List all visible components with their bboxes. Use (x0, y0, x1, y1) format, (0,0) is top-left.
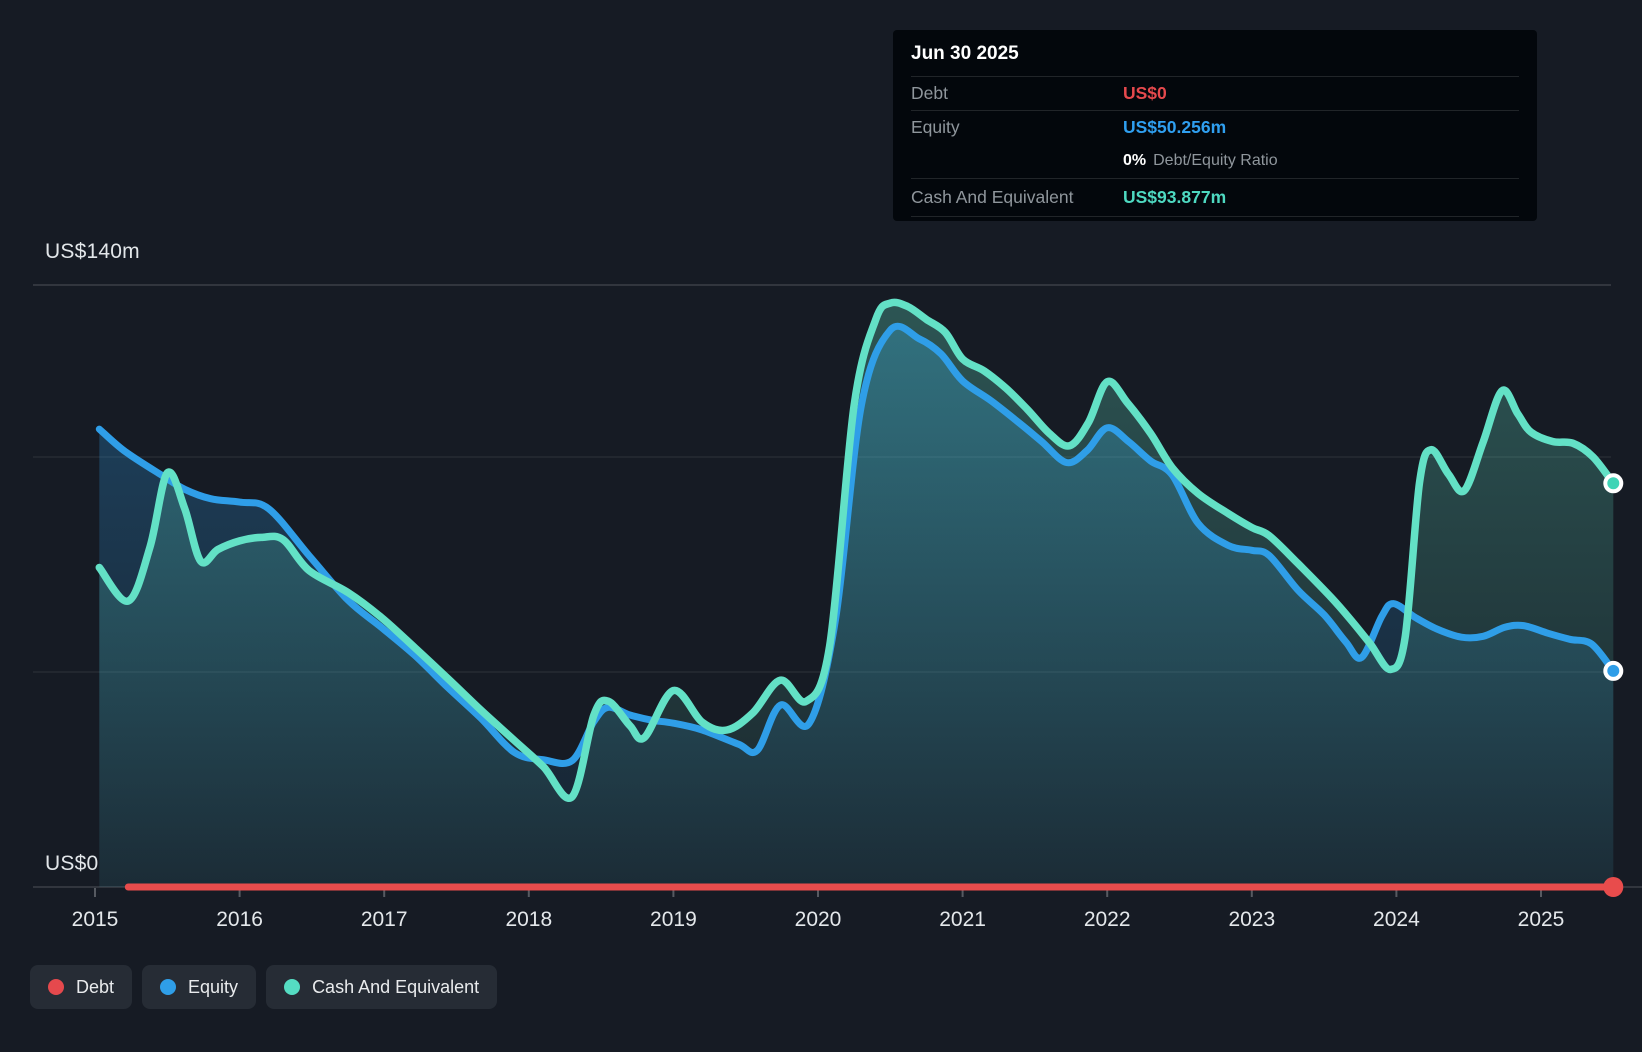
legend-cash-label: Cash And Equivalent (312, 976, 480, 997)
equity-line[interactable] (95, 322, 1617, 767)
tooltip-debt-row: Debt US$0 (911, 76, 1519, 110)
x-axis-label-2016: 2016 (216, 908, 263, 931)
x-axis-label-2025: 2025 (1518, 908, 1565, 931)
legend-chip-equity[interactable]: Equity (142, 965, 257, 1009)
tooltip-cash-row: Cash And Equivalent US$93.877m (911, 178, 1519, 217)
cash-area (99, 302, 1614, 887)
equity-end-marker[interactable] (1603, 660, 1624, 681)
legend-debt-label: Debt (76, 976, 115, 997)
x-axis-labels: 2015 2016 2017 2018 2019 2020 2021 2022 2023 2024… (72, 908, 1565, 931)
tooltip-cash-label: Cash And Equivalent (911, 187, 1074, 207)
tooltip-ratio-label: Debt/Equity Ratio (1153, 152, 1278, 169)
tooltip-debt-value: US$0 (1123, 83, 1167, 103)
x-axis-label-2017: 2017 (361, 908, 408, 931)
chart-tooltip: Jun 30 2025 Debt US$0 Equity US$50.256m … (893, 30, 1537, 221)
tooltip-ratio-row: 0% Debt/Equity Ratio (911, 144, 1519, 178)
tooltip-date: Jun 30 2025 (911, 43, 1019, 64)
x-axis-label-2022: 2022 (1084, 908, 1131, 931)
equity-dot-icon (160, 979, 177, 995)
cash-dot-icon (284, 979, 301, 995)
x-axis-label-2023: 2023 (1228, 908, 1275, 931)
debt-end-marker[interactable] (1603, 877, 1624, 897)
x-axis-label-2019: 2019 (650, 908, 697, 931)
tooltip-cash-value: US$93.877m (1123, 187, 1227, 207)
tooltip-ratio-value: 0% (1123, 152, 1147, 169)
y-axis-max-label: US$140m (45, 240, 140, 263)
tooltip-debt-label: Debt (911, 83, 948, 103)
tooltip-equity-label: Equity (911, 117, 960, 137)
chart-legend: Debt Equity Cash And Equivalent (30, 965, 498, 1009)
x-axis-label-2015: 2015 (72, 908, 119, 931)
legend-chip-cash[interactable]: Cash And Equivalent (266, 965, 498, 1009)
tooltip-equity-value: US$50.256m (1123, 117, 1227, 137)
x-axis-label-2024: 2024 (1373, 908, 1420, 931)
y-axis-zero-label: US$0 (45, 852, 99, 875)
tooltip-equity-row: Equity US$50.256m (911, 110, 1519, 144)
x-axis-label-2020: 2020 (795, 908, 842, 931)
cash-end-marker[interactable] (1603, 473, 1624, 494)
legend-chip-debt[interactable]: Debt (30, 965, 133, 1009)
x-axis-label-2018: 2018 (505, 908, 552, 931)
x-axis-label-2021: 2021 (939, 908, 986, 931)
cash-line[interactable] (95, 298, 1618, 803)
debt-dot-icon (48, 979, 64, 995)
legend-equity-label: Equity (188, 976, 239, 997)
